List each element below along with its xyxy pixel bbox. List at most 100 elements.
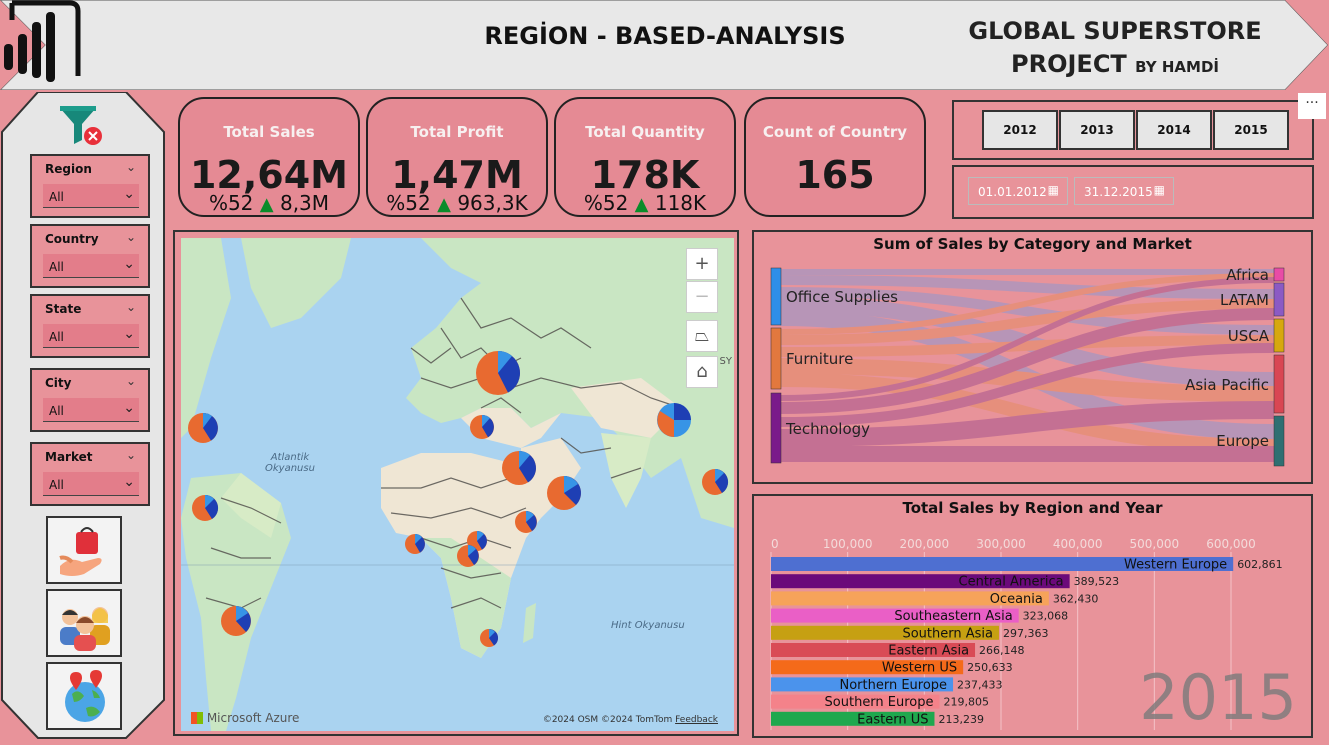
more-options-icon[interactable]: ··· (1298, 93, 1326, 119)
pie-marker[interactable] (657, 403, 691, 437)
pie-marker[interactable] (476, 350, 521, 395)
year-button-2015[interactable]: 2015 (1213, 110, 1289, 150)
ocean-label-line: Okyanusu (265, 463, 315, 474)
market-dropdown[interactable]: All ⌄ (43, 472, 139, 496)
sankey-node-asia-pacific[interactable] (1273, 354, 1285, 414)
kpi-delta: 8,3M (279, 191, 330, 215)
kpi-total-profit: Total Profit 1,47M %52 ▲ 963,3K (366, 97, 548, 217)
feedback-link[interactable]: Feedback (675, 715, 718, 725)
world-map[interactable]: Atlantik Okyanusu Hint Okyanusu + − ⏢ ⌂ S… (181, 238, 734, 731)
chevron-down-icon[interactable]: ⌄ (125, 230, 136, 244)
sankey-label-europe: Europe (1216, 432, 1269, 450)
dropdown-value: All (49, 260, 64, 274)
tilt-button[interactable]: ⏢ (686, 320, 718, 352)
pie-marker[interactable] (192, 494, 219, 521)
pie-marker[interactable] (470, 414, 494, 439)
ocean-label-atlantic: Atlantik Okyanusu (265, 452, 315, 474)
zoom-in-button[interactable]: + (686, 248, 718, 280)
slicer-state[interactable]: State ⌄ All ⌄ (30, 294, 150, 358)
zoom-out-button[interactable]: − (686, 281, 718, 313)
kpi-title: Total Quantity (585, 123, 705, 141)
bar[interactable] (771, 643, 976, 657)
dropdown-value: All (49, 190, 64, 204)
compass-icon: ⌂ (696, 361, 708, 382)
chevron-down-icon: ⌄ (123, 186, 135, 202)
sankey-label-technology: Technology (786, 420, 871, 438)
bar[interactable] (771, 574, 1070, 589)
pie-marker[interactable] (547, 476, 581, 510)
pie-marker[interactable] (457, 545, 479, 567)
pie-marker[interactable] (188, 413, 218, 443)
bar[interactable] (771, 608, 1019, 623)
nav-customers-button[interactable] (46, 589, 122, 657)
bar-value-label: 297,363 (1003, 627, 1049, 640)
bar-category-label: Southeastern Asia (894, 609, 1012, 624)
state-dropdown[interactable]: All ⌄ (43, 324, 139, 348)
header: REGİON - BASED-ANALYSIS GLOBAL SUPERSTOR… (0, 0, 1329, 90)
bar-category-label: Eastern Asia (888, 644, 969, 659)
bar[interactable] (771, 677, 954, 692)
chevron-down-icon[interactable]: ⌄ (125, 374, 136, 388)
clear-filter-icon[interactable] (58, 104, 106, 148)
sankey-node-latam[interactable] (1273, 282, 1285, 317)
end-date-input[interactable]: 31.12.2015 ▦ (1074, 177, 1174, 205)
triangle-up-icon: ▲ (259, 194, 274, 215)
dropdown-value: All (49, 330, 64, 344)
date-range-slicer: 01.01.2012 ▦ 31.12.2015 ▦ (952, 165, 1314, 219)
sankey-node-furniture[interactable] (770, 327, 782, 390)
pie-marker[interactable] (480, 628, 499, 647)
year-button-2014[interactable]: 2014 (1136, 110, 1212, 150)
sankey-node-africa[interactable] (1273, 267, 1285, 282)
bar[interactable] (771, 660, 964, 675)
attribution-text: ©2024 OSM ©2024 TomTom (542, 715, 673, 725)
country-dropdown[interactable]: All ⌄ (43, 254, 139, 278)
pie-marker[interactable] (515, 511, 537, 533)
page-title: REGİON - BASED-ANALYSIS (484, 22, 846, 50)
kpi-subline: %52 ▲ 8,3M (180, 191, 358, 215)
chevron-down-icon[interactable]: ⌄ (125, 448, 136, 462)
sankey-node-usca[interactable] (1273, 318, 1285, 353)
slicer-market[interactable]: Market ⌄ All ⌄ (30, 442, 150, 506)
kpi-value: 165 (795, 153, 875, 197)
chevron-down-icon[interactable]: ⌄ (125, 300, 136, 314)
sankey-label-africa: Africa (1226, 266, 1269, 284)
bar[interactable] (771, 591, 1049, 606)
year-button-2012[interactable]: 2012 (982, 110, 1058, 150)
chevron-down-icon[interactable]: ⌄ (125, 160, 136, 174)
slicer-label: Country (45, 232, 99, 246)
bar-chart: 0 100,000 200,000 300,000 400,000 500,000 600,… (770, 537, 1283, 730)
nav-sales-button[interactable] (46, 516, 122, 584)
slicer-country[interactable]: Country ⌄ All ⌄ (30, 224, 150, 288)
slicer-label: Market (45, 450, 93, 464)
calendar-icon[interactable]: ▦ (1153, 183, 1165, 197)
sankey-node-technology[interactable] (770, 392, 782, 464)
pie-marker[interactable] (502, 450, 536, 485)
kpi-subline: %52 ▲ 118K (556, 191, 734, 215)
kpi-percent: %52 (583, 191, 629, 215)
map-side-label: SY (719, 356, 732, 367)
year-button-2013[interactable]: 2013 (1059, 110, 1135, 150)
sankey-node-europe[interactable] (1273, 415, 1285, 467)
sankey-node-office-supplies[interactable] (770, 267, 782, 326)
bar-category-label: Southern Asia (902, 626, 993, 641)
pie-marker[interactable] (702, 468, 729, 495)
bar-value-label: 213,239 (938, 713, 984, 726)
pie-marker[interactable] (221, 606, 251, 636)
bar[interactable] (771, 694, 940, 709)
city-dropdown[interactable]: All ⌄ (43, 398, 139, 422)
bar-value-label: 323,068 (1023, 610, 1069, 623)
calendar-icon[interactable]: ▦ (1047, 183, 1059, 197)
filter-sidebar: Region ⌄ All ⌄ Country ⌄ All ⌄ State ⌄ All… (0, 92, 166, 740)
bar-category-label: Northern Europe (839, 678, 947, 693)
bar[interactable] (771, 557, 1234, 571)
slicer-region[interactable]: Region ⌄ All ⌄ (30, 154, 150, 218)
start-date-input[interactable]: 01.01.2012 ▦ (968, 177, 1068, 205)
pie-marker[interactable] (405, 534, 425, 554)
bar[interactable] (771, 625, 999, 640)
compass-button[interactable]: ⌂ (686, 356, 718, 388)
bar[interactable] (771, 711, 935, 726)
slicer-city[interactable]: City ⌄ All ⌄ (30, 368, 150, 432)
region-dropdown[interactable]: All ⌄ (43, 184, 139, 208)
nav-region-button[interactable] (46, 662, 122, 730)
chart-year-label: 2015 (1139, 661, 1297, 734)
